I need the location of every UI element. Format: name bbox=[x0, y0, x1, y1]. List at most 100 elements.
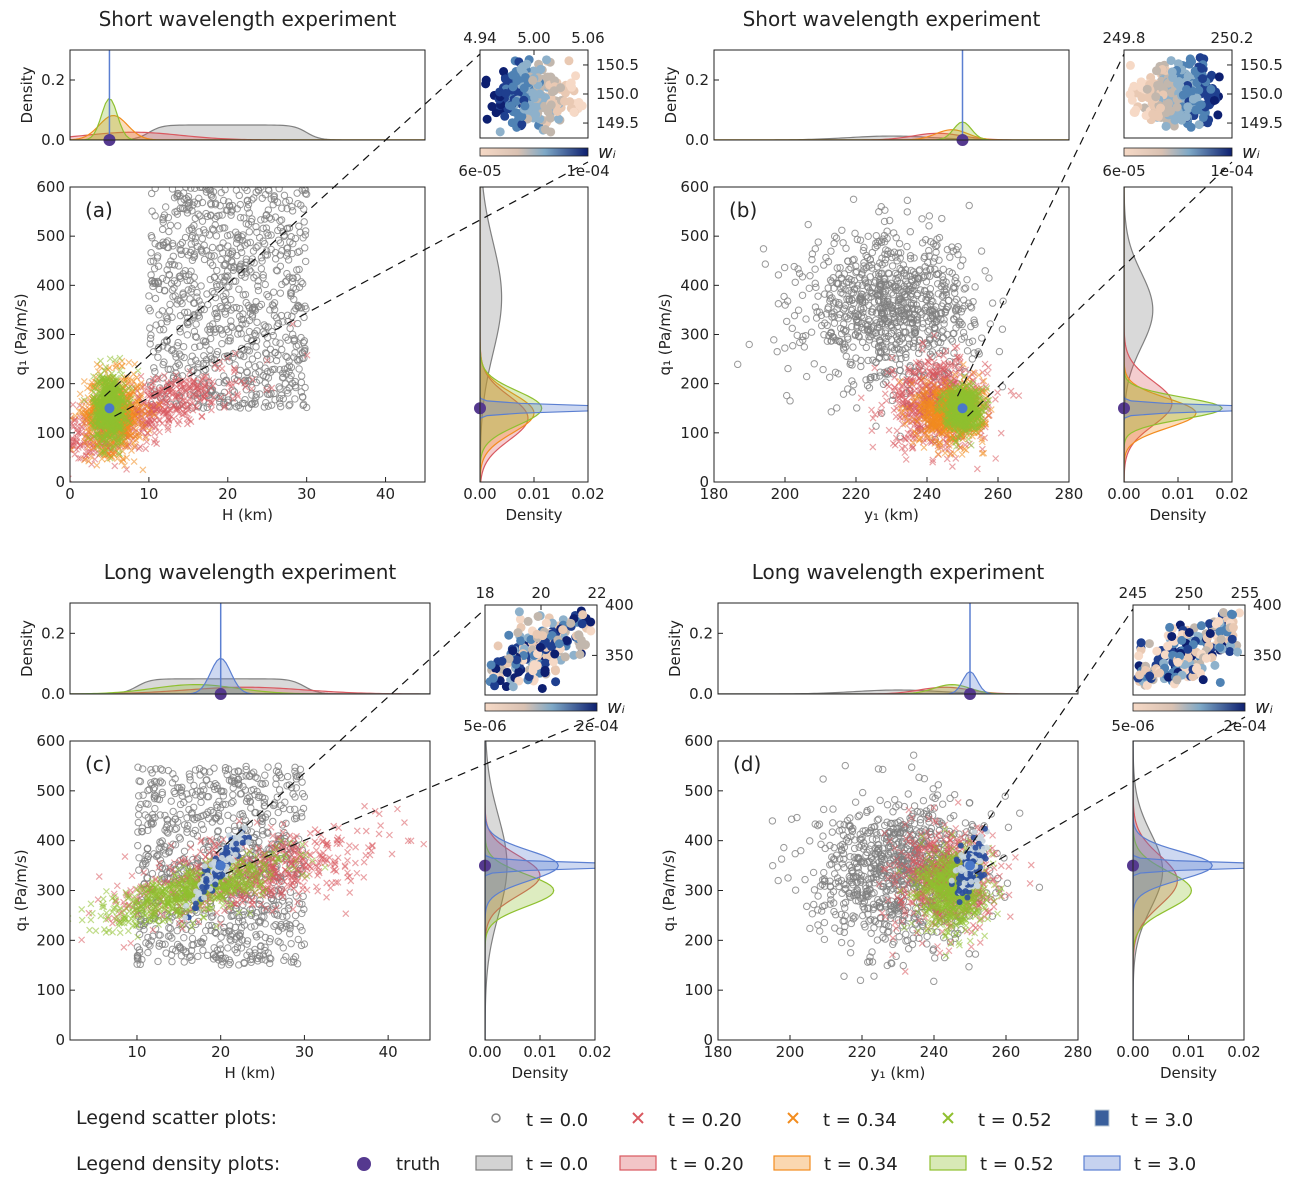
scatter-point bbox=[184, 332, 190, 338]
inset-point bbox=[531, 103, 540, 112]
scatter-point bbox=[3, 481, 9, 487]
panel-label: (a) bbox=[85, 198, 113, 222]
inset-x-tick-label: 4.94 bbox=[463, 29, 496, 47]
scatter-point bbox=[25, 444, 31, 450]
scatter-point bbox=[998, 430, 1004, 436]
scatter-point bbox=[806, 285, 812, 291]
scatter-point bbox=[960, 257, 966, 263]
scatter-point bbox=[889, 263, 895, 269]
scatter-point bbox=[301, 219, 307, 225]
scatter-point bbox=[146, 293, 152, 299]
inset-point bbox=[483, 115, 492, 124]
scatter-point bbox=[775, 301, 781, 307]
y-tick-label: 100 bbox=[36, 424, 65, 442]
scatter-point bbox=[803, 316, 809, 322]
scatter-point bbox=[277, 263, 283, 269]
x-tick-label: 0 bbox=[65, 485, 75, 503]
scatter-point bbox=[813, 284, 819, 290]
scatter-point bbox=[926, 223, 932, 229]
inset-point bbox=[542, 55, 551, 64]
scatter-point bbox=[251, 195, 257, 201]
scatter-point bbox=[992, 396, 998, 402]
scatter-point bbox=[771, 337, 777, 343]
scatter-point bbox=[148, 250, 154, 256]
scatter-point bbox=[112, 463, 118, 469]
scatter-point bbox=[62, 447, 68, 453]
scatter-point bbox=[865, 357, 871, 363]
inset-y-tick-label: 150.5 bbox=[596, 56, 639, 74]
colorbar-tick-label: 1e-04 bbox=[566, 162, 609, 180]
x-tick-label: 0.00 bbox=[463, 485, 496, 503]
scatter-point bbox=[812, 246, 818, 252]
inset-point bbox=[571, 71, 580, 80]
scatter-point bbox=[64, 452, 70, 458]
scatter-point bbox=[775, 272, 781, 278]
scatter-point bbox=[285, 257, 291, 263]
scatter-point bbox=[784, 318, 790, 324]
inset-point bbox=[528, 76, 537, 85]
scatter-point bbox=[789, 325, 795, 331]
scatter-point bbox=[148, 190, 154, 196]
scatter-point bbox=[77, 391, 83, 397]
scatter-point bbox=[264, 291, 270, 297]
scatter-point bbox=[886, 427, 892, 433]
scatter-point bbox=[70, 402, 76, 408]
scatter-point bbox=[919, 216, 925, 222]
scatter-point bbox=[893, 414, 899, 420]
scatter-point bbox=[267, 307, 273, 313]
scatter-point bbox=[960, 329, 966, 335]
y-tick-label: 0.2 bbox=[41, 71, 65, 89]
colorbar-tick-label: 6e-05 bbox=[458, 162, 501, 180]
scatter-point bbox=[201, 256, 207, 262]
scatter-point bbox=[211, 290, 217, 296]
scatter-point bbox=[166, 308, 172, 314]
scatter-point bbox=[886, 384, 892, 390]
inset-point bbox=[482, 76, 491, 85]
scatter-point bbox=[289, 313, 295, 319]
scatter-point bbox=[152, 295, 158, 301]
scatter-point bbox=[156, 312, 162, 318]
scatter-point bbox=[781, 264, 787, 270]
scatter-point bbox=[6, 462, 12, 468]
scatter-point bbox=[808, 329, 814, 335]
scatter-point bbox=[828, 248, 834, 254]
scatter-point bbox=[276, 185, 282, 191]
scatter-point bbox=[44, 472, 50, 478]
scatter-point bbox=[820, 366, 826, 372]
scatter-point bbox=[964, 276, 970, 282]
y-tick-label: 400 bbox=[36, 276, 65, 294]
scatter-point bbox=[162, 204, 168, 210]
y-tick-label: 300 bbox=[36, 326, 65, 344]
scatter-point bbox=[836, 315, 842, 321]
scatter-point bbox=[137, 444, 143, 450]
scatter-point bbox=[298, 373, 304, 379]
scatter-point bbox=[193, 321, 199, 327]
scatter-point bbox=[896, 240, 902, 246]
scatter-point bbox=[849, 389, 855, 395]
scatter-point bbox=[854, 405, 860, 411]
scatter-point bbox=[284, 312, 290, 318]
scatter-point bbox=[277, 386, 283, 392]
scatter-point bbox=[978, 248, 984, 254]
scatter-point bbox=[219, 341, 225, 347]
scatter-point bbox=[29, 452, 35, 458]
scatter-point bbox=[828, 409, 834, 415]
scatter-point bbox=[869, 249, 875, 255]
scatter-point bbox=[46, 462, 52, 468]
inset-point bbox=[554, 115, 563, 124]
scatter-point bbox=[155, 354, 161, 360]
scatter-point bbox=[845, 258, 851, 264]
scatter-point bbox=[907, 229, 913, 235]
scatter-point bbox=[269, 328, 275, 334]
scatter-point bbox=[845, 386, 851, 392]
connector-line bbox=[104, 54, 480, 396]
scatter-point bbox=[289, 331, 295, 337]
scatter-point bbox=[225, 243, 231, 249]
inset-point bbox=[536, 65, 545, 74]
scatter-point bbox=[43, 417, 49, 423]
inset-point bbox=[556, 83, 565, 92]
